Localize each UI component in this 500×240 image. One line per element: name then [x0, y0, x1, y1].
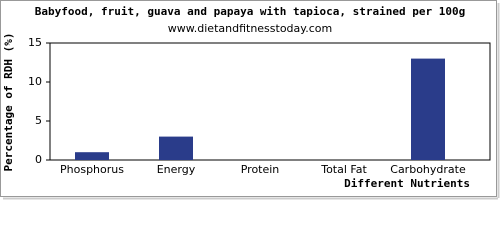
x-tick-label: Phosphorus — [60, 163, 124, 176]
y-tick-label: 10 — [28, 75, 42, 88]
y-tick-label: 5 — [35, 114, 42, 127]
x-tick-label: Energy — [157, 163, 196, 176]
x-tick-label: Protein — [241, 163, 280, 176]
chart-subtitle: www.dietandfitnesstoday.com — [168, 22, 332, 35]
bar — [411, 58, 445, 160]
bar — [75, 152, 109, 160]
chart: Babyfood, fruit, guava and papaya with t… — [0, 0, 500, 200]
plot-area — [49, 42, 491, 161]
y-axis-label: Percentage of RDH (%) — [2, 32, 15, 171]
x-tick-label: Total Fat — [320, 163, 367, 176]
x-tick-label: Carbohydrate — [390, 163, 466, 176]
chart-title: Babyfood, fruit, guava and papaya with t… — [35, 5, 465, 18]
y-tick-label: 0 — [35, 153, 42, 166]
x-axis-label: Different Nutrients — [344, 177, 470, 190]
bar — [159, 136, 193, 160]
y-tick-label: 15 — [28, 36, 42, 49]
